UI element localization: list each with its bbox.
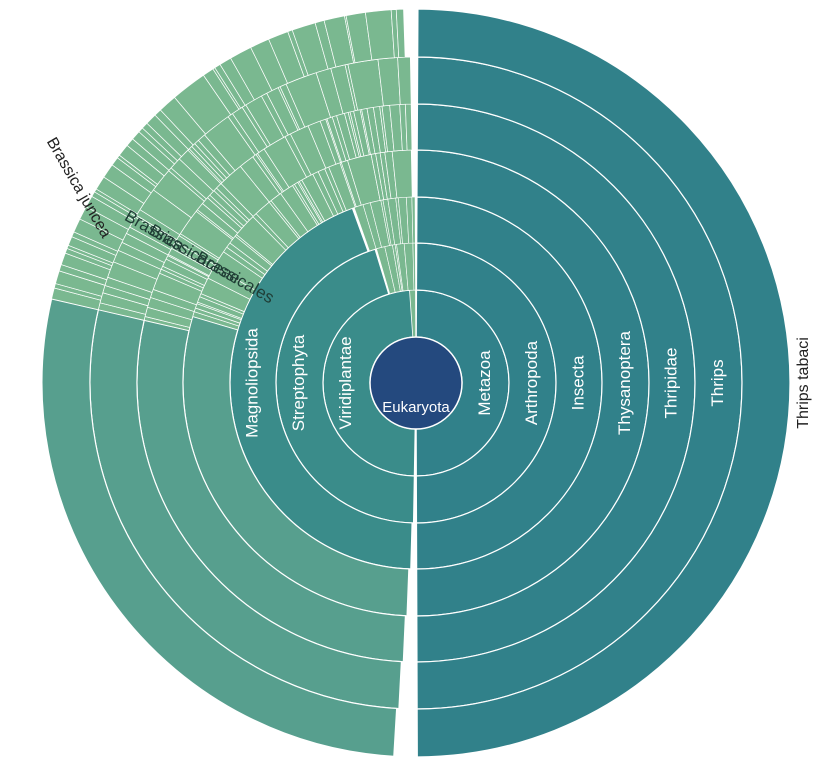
label-viridiplantae: Viridiplantae — [336, 336, 355, 429]
segment-minor-taxon[interactable] — [395, 8, 406, 58]
sunburst-segments — [41, 8, 791, 758]
label-thysanoptera: Thysanoptera — [615, 330, 634, 434]
label-arthropoda: Arthropoda — [522, 340, 541, 425]
label-magnoliopsida: Magnoliopsida — [242, 328, 261, 438]
label-thrips-tabaci: Thrips tabaci — [795, 337, 812, 429]
label-thripidae: Thripidae — [661, 348, 680, 419]
segment-minor-taxon[interactable] — [397, 56, 412, 105]
root-node-eukaryota[interactable] — [369, 336, 463, 430]
label-metazoa: Metazoa — [475, 350, 494, 416]
root-label: Eukaryota — [382, 399, 450, 416]
label-thrips: Thrips — [708, 359, 727, 406]
segment-thrips-tabaci[interactable] — [416, 8, 791, 758]
segment-minor-taxon[interactable] — [411, 196, 416, 244]
label-insecta: Insecta — [568, 355, 587, 410]
label-streptophyta: Streptophyta — [289, 334, 308, 431]
